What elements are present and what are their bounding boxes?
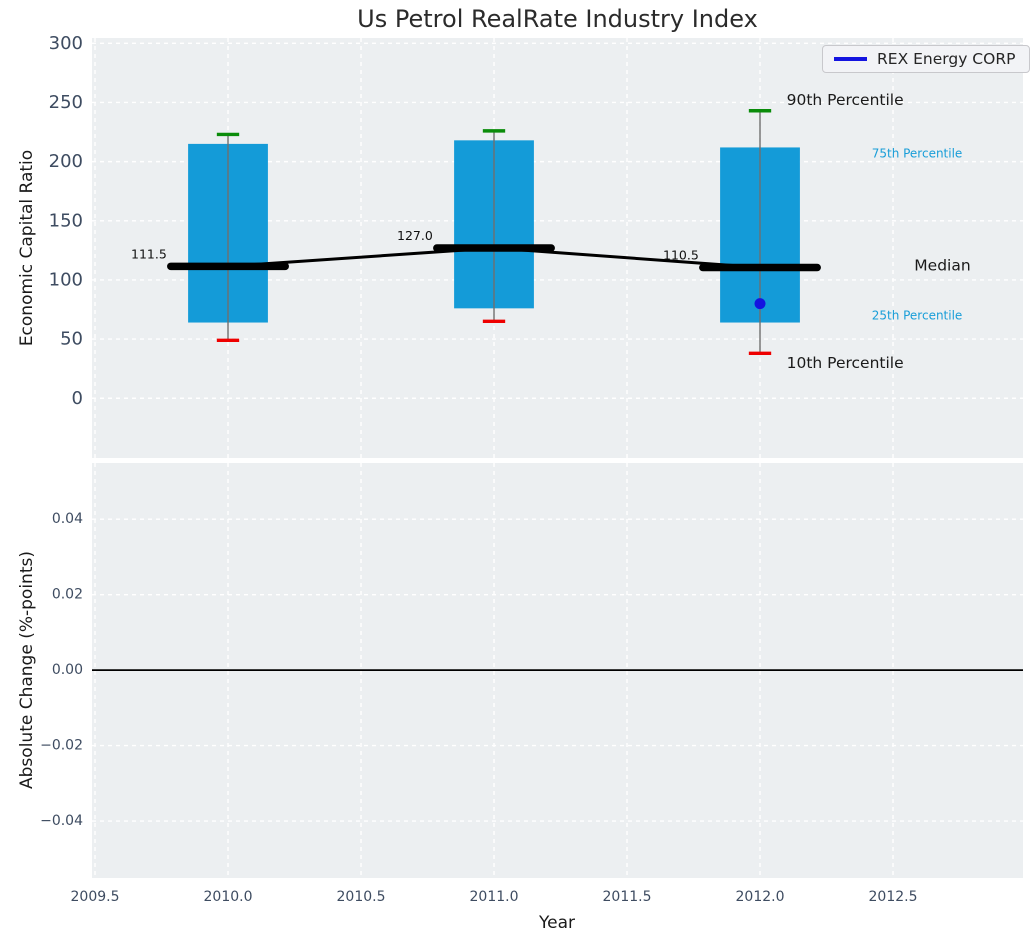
median-value-label: 127.0 — [397, 228, 433, 243]
y-tick-label: 50 — [60, 329, 83, 350]
x-tick-label: 2012.0 — [736, 889, 785, 905]
y-tick-label: 300 — [49, 33, 83, 54]
x-axis-label: Year — [539, 913, 575, 933]
x-tick-label: 2011.0 — [470, 889, 519, 905]
y-tick-label: −0.04 — [40, 813, 83, 829]
annotation: Median — [914, 257, 970, 275]
y-axis-label-top: Economic Capital Ratio — [17, 149, 37, 347]
x-tick-label: 2012.5 — [869, 889, 918, 905]
y-tick-label: 100 — [49, 269, 83, 290]
y-tick-label: 0.02 — [52, 587, 83, 603]
legend-label: REX Energy CORP — [877, 50, 1016, 68]
y-tick-label: 250 — [49, 92, 83, 113]
company-point — [754, 298, 766, 310]
x-tick-label: 2011.5 — [603, 889, 652, 905]
median-value-label: 111.5 — [131, 246, 167, 261]
chart-title: Us Petrol RealRate Industry Index — [357, 5, 758, 33]
x-tick-label: 2010.0 — [204, 889, 253, 905]
y-tick-label: 0.00 — [52, 662, 83, 678]
x-tick-label: 2010.5 — [337, 889, 386, 905]
y-tick-label: 200 — [49, 151, 83, 172]
y-tick-label: −0.02 — [40, 738, 83, 754]
annotation: 10th Percentile — [787, 354, 904, 372]
annotation: 75th Percentile — [872, 146, 963, 160]
annotation: 25th Percentile — [872, 308, 963, 322]
x-tick-label: 2009.5 — [71, 889, 120, 905]
y-tick-label: 0.04 — [52, 511, 83, 527]
median-value-label: 110.5 — [663, 248, 699, 263]
annotation: 90th Percentile — [787, 91, 904, 109]
legend-line-sample — [834, 57, 867, 61]
y-axis-label-bottom: Absolute Change (%-points) — [17, 551, 37, 789]
y-tick-label: 0 — [72, 388, 83, 409]
legend: REX Energy CORP — [822, 45, 1031, 73]
y-tick-label: 150 — [49, 210, 83, 231]
